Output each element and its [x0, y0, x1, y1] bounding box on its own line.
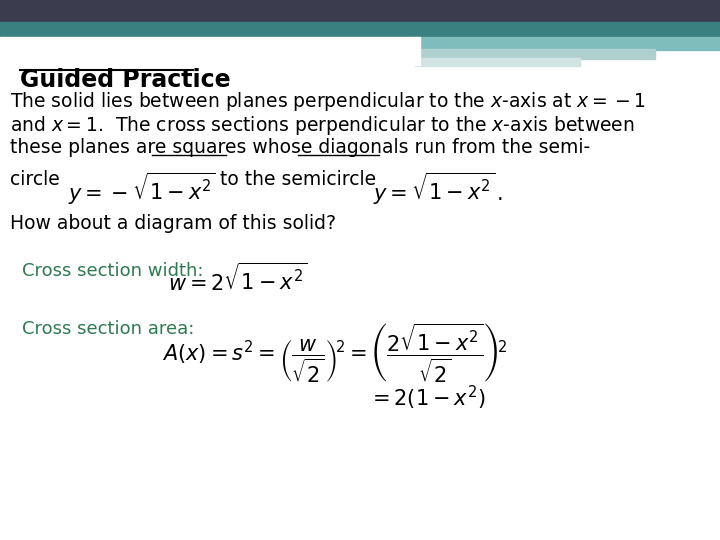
- Bar: [0, 37, 420, 65]
- Bar: [415, 49, 655, 59]
- Text: Guided Practice: Guided Practice: [20, 68, 230, 92]
- Text: $y = -\sqrt{1-x^2}$: $y = -\sqrt{1-x^2}$: [68, 171, 216, 207]
- Text: to the semicircle: to the semicircle: [220, 170, 376, 189]
- Text: $y = \sqrt{1-x^2}\,.$: $y = \sqrt{1-x^2}\,.$: [373, 171, 503, 207]
- Bar: [0, 22, 720, 37]
- Bar: [415, 58, 580, 66]
- Text: $= 2\left(1-x^2\right)$: $= 2\left(1-x^2\right)$: [368, 384, 485, 412]
- Text: and $x = 1$.  The cross sections perpendicular to the $x$-axis between: and $x = 1$. The cross sections perpendi…: [10, 114, 635, 137]
- Bar: [0, 0, 720, 22]
- Text: $A\left(x\right) = s^2 = \left(\dfrac{w}{\sqrt{2}}\right)^{\!2} = \left(\dfrac{2: $A\left(x\right) = s^2 = \left(\dfrac{w}…: [162, 322, 507, 385]
- Text: The solid lies between planes perpendicular to the $x$-axis at $x = -1$: The solid lies between planes perpendicu…: [10, 90, 646, 113]
- Text: Cross section width:: Cross section width:: [22, 262, 204, 280]
- Text: Cross section area:: Cross section area:: [22, 320, 194, 338]
- Bar: [415, 37, 720, 50]
- Text: these planes are squares whose diagonals run from the semi-: these planes are squares whose diagonals…: [10, 138, 590, 157]
- Text: $w = 2\sqrt{1-x^2}$: $w = 2\sqrt{1-x^2}$: [168, 263, 307, 295]
- Text: How about a diagram of this solid?: How about a diagram of this solid?: [10, 214, 336, 233]
- Text: circle: circle: [10, 170, 60, 189]
